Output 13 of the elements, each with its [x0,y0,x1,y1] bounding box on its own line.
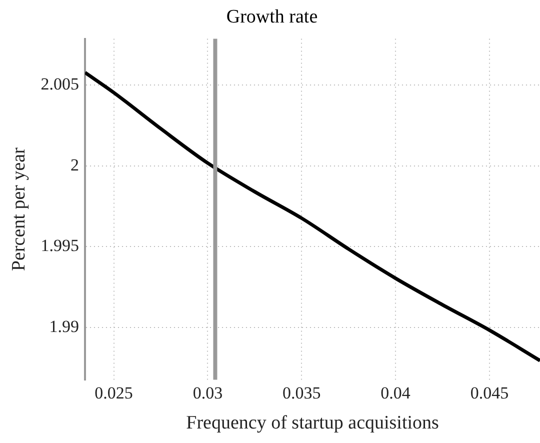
chart-title: Growth rate [226,6,318,28]
y-tick-label: 2.005 [40,74,80,94]
x-axis-title: Frequency of startup acquisitions [186,412,439,434]
x-tick-label: 0.025 [94,383,133,402]
x-tick-label: 0.045 [470,383,509,402]
y-tick-label: 2 [70,155,80,174]
y-axis-title: Percent per year [8,146,30,272]
x-tick-label: 0.035 [282,383,321,402]
y-tick-label: 1.995 [40,236,80,256]
y-tick-label: 1.99 [49,316,80,336]
x-tick-label: 0.04 [380,383,411,402]
line-series [85,70,540,362]
x-tick-label: 0.03 [192,383,223,402]
